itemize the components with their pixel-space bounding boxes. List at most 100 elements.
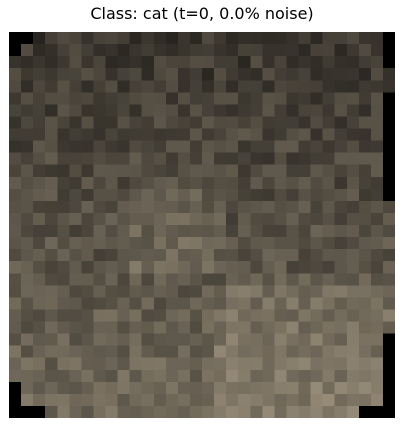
image-pixel xyxy=(334,309,347,322)
image-pixel xyxy=(177,405,191,418)
image-pixel xyxy=(226,188,239,202)
image-pixel xyxy=(310,68,323,81)
image-pixel xyxy=(322,405,335,418)
image-pixel xyxy=(274,393,287,407)
image-pixel xyxy=(334,237,347,250)
image-pixel xyxy=(45,309,58,322)
image-pixel xyxy=(202,212,215,226)
image-pixel xyxy=(322,369,335,383)
image-pixel xyxy=(334,285,347,298)
image-pixel xyxy=(117,369,130,383)
image-pixel xyxy=(93,261,106,274)
image-pixel xyxy=(93,345,106,358)
image-pixel xyxy=(93,297,106,310)
image-pixel xyxy=(298,176,311,190)
image-pixel xyxy=(286,56,299,69)
image-pixel xyxy=(358,164,372,177)
image-pixel xyxy=(250,200,263,214)
image-pixel xyxy=(346,32,360,45)
image-pixel xyxy=(141,164,154,177)
image-pixel xyxy=(189,32,203,45)
image-pixel xyxy=(298,32,311,45)
image-pixel xyxy=(382,309,395,322)
image-pixel xyxy=(177,237,191,250)
image-pixel xyxy=(117,249,130,262)
image-pixel xyxy=(382,44,395,57)
image-pixel xyxy=(69,333,82,346)
image-pixel xyxy=(57,80,70,93)
image-pixel xyxy=(202,405,215,418)
image-pixel xyxy=(358,116,372,129)
image-pixel xyxy=(202,225,215,238)
image-pixel xyxy=(129,92,142,105)
image-pixel xyxy=(274,140,287,153)
image-pixel xyxy=(238,369,251,383)
image-pixel xyxy=(310,176,323,190)
image-pixel xyxy=(346,68,360,81)
image-pixel xyxy=(226,104,239,117)
image-pixel xyxy=(45,176,58,190)
image-pixel xyxy=(45,152,58,165)
image-pixel xyxy=(238,164,251,177)
image-pixel xyxy=(21,140,34,153)
image-pixel xyxy=(334,273,347,286)
image-pixel xyxy=(153,68,167,81)
image-pixel xyxy=(202,345,215,358)
image-pixel xyxy=(141,104,154,117)
image-pixel xyxy=(310,345,323,358)
image-pixel xyxy=(45,56,58,69)
image-pixel xyxy=(117,56,130,69)
image-pixel xyxy=(165,273,179,286)
image-pixel xyxy=(322,32,335,45)
image-pixel xyxy=(33,116,46,129)
image-pixel xyxy=(57,200,70,214)
image-pixel xyxy=(358,369,372,383)
image-pixel xyxy=(33,369,46,383)
image-pixel xyxy=(117,104,130,117)
image-pixel xyxy=(45,140,58,153)
image-pixel xyxy=(358,188,372,202)
image-pixel xyxy=(129,405,142,418)
image-pixel xyxy=(117,405,130,418)
image-pixel xyxy=(177,44,191,57)
image-pixel xyxy=(370,128,384,141)
image-pixel xyxy=(286,176,299,190)
image-pixel xyxy=(250,333,263,346)
image-pixel xyxy=(129,80,142,93)
image-pixel xyxy=(214,80,227,93)
image-pixel xyxy=(334,393,347,407)
image-pixel xyxy=(45,405,58,418)
image-pixel xyxy=(214,345,227,358)
image-pixel xyxy=(33,80,46,93)
image-pixel xyxy=(202,128,215,141)
image-pixel xyxy=(117,176,130,190)
image-pixel xyxy=(214,405,227,418)
image-pixel xyxy=(214,92,227,105)
image-pixel xyxy=(370,273,384,286)
image-pixel xyxy=(262,249,275,262)
image-pixel xyxy=(93,140,106,153)
image-pixel xyxy=(45,261,58,274)
image-pixel xyxy=(214,249,227,262)
image-pixel xyxy=(69,128,82,141)
image-pixel xyxy=(165,68,179,81)
image-pixel xyxy=(9,393,22,407)
image-pixel xyxy=(33,200,46,214)
image-pixel xyxy=(153,237,167,250)
image-pixel xyxy=(370,249,384,262)
image-pixel xyxy=(322,44,335,57)
image-pixel xyxy=(370,56,384,69)
image-pixel xyxy=(105,333,118,346)
image-pixel xyxy=(370,80,384,93)
image-pixel xyxy=(69,32,82,45)
image-pixel xyxy=(382,405,395,418)
image-pixel xyxy=(153,200,167,214)
image-pixel xyxy=(274,225,287,238)
image-pixel xyxy=(105,297,118,310)
image-pixel xyxy=(69,237,82,250)
image-pixel xyxy=(21,176,34,190)
image-pixel xyxy=(286,188,299,202)
image-pixel xyxy=(69,176,82,190)
image-pixel xyxy=(274,176,287,190)
